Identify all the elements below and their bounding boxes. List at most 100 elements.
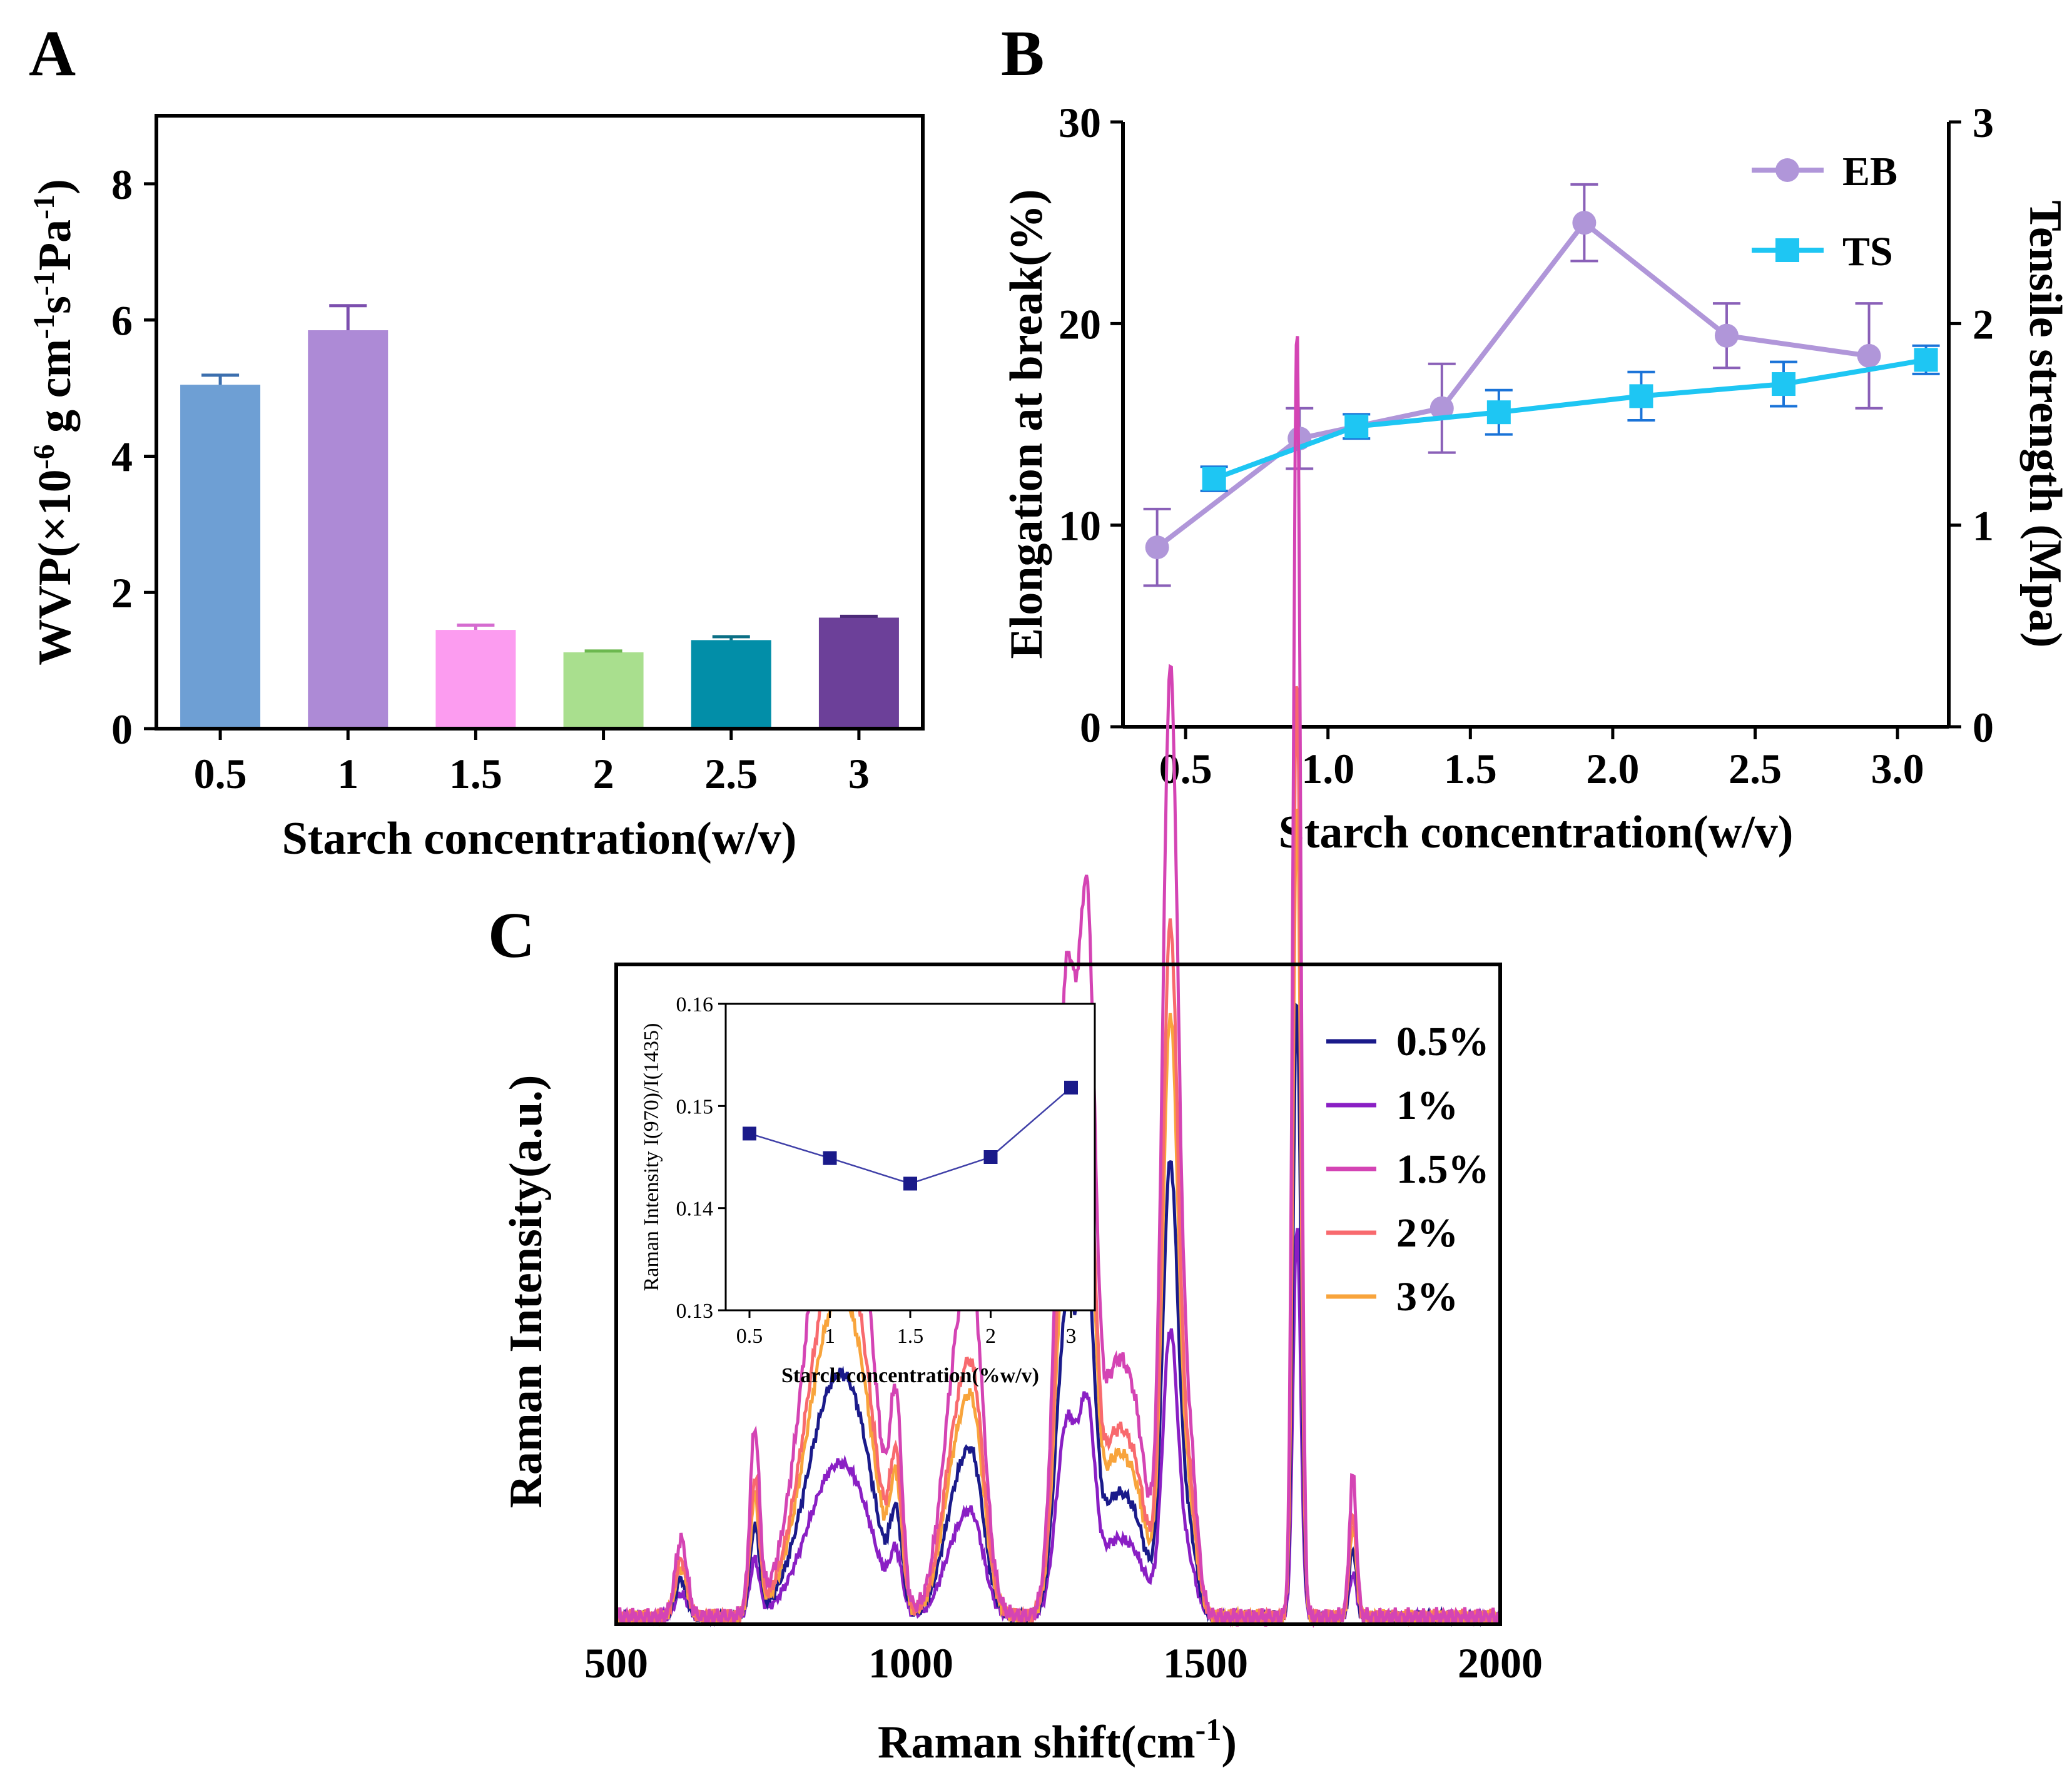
ts-point-4 (1772, 372, 1795, 397)
eb-point-4 (1714, 323, 1739, 348)
inset-x-tick-label-1.5: 1.5 (897, 1325, 924, 1348)
chart-c-raman: 500 1000 1500 2000 0.5% 1% 1.5% 2% 3% Raman shi… (500, 336, 1543, 1768)
y-tick-label-8: 8 (111, 161, 133, 208)
bar-0.5 (180, 385, 261, 729)
c-x-title-main: Raman shift(cm (878, 1717, 1196, 1768)
x-tick-label-2000: 2000 (1458, 1639, 1543, 1687)
legend-label-3%: 3% (1396, 1274, 1458, 1320)
y-title-exp-2: -1 (28, 314, 61, 339)
y-title-part-1: WVP(×10 (29, 469, 81, 665)
legend-eb-label: EB (1842, 149, 1897, 195)
c-x-title-exp: -1 (1196, 1712, 1222, 1747)
chart-c-y-axis-title: Raman Intensity(a.u.) (500, 1075, 552, 1509)
y-title-exp-3: -1 (28, 271, 61, 296)
panel-label-a: A (29, 18, 76, 89)
chart-a-y-axis-title: WVP(×10-6 g cm-1s-1Pa-1) (28, 179, 81, 665)
legend-label-1.5%: 1.5% (1396, 1146, 1490, 1192)
legend-label-2%: 2% (1396, 1210, 1458, 1256)
legend-ts-label: TS (1842, 229, 1893, 275)
spectrum-1% (614, 1228, 1502, 1627)
inset-series (743, 1080, 1078, 1191)
bar-3 (818, 617, 899, 729)
x-tick-label-3: 3 (848, 750, 870, 797)
inset-x-ticks: 0.5 1 1.5 2 3 (736, 1310, 1077, 1348)
y-title-part-3: s (29, 296, 81, 314)
chart-c-legend: 0.5% 1% 1.5% 2% 3% (1326, 1019, 1490, 1320)
chart-c-frame (614, 963, 1502, 1626)
eb-point-5 (1857, 343, 1881, 368)
chart-b-right-axis-title: Tensile strength (Mpa) (2019, 200, 2071, 647)
chart-a-x-axis-title: Starch concentration(w/v) (282, 813, 797, 864)
right-tick-label-1: 1 (1973, 502, 1994, 550)
right-tick-label-3: 3 (1973, 99, 1994, 146)
ts-point-3 (1629, 384, 1653, 408)
y-tick-label-2: 2 (111, 569, 133, 617)
ts-point-0 (1202, 467, 1226, 491)
inset-x-tick-label-2: 2 (985, 1325, 996, 1348)
ts-point-5 (1914, 348, 1938, 372)
chart-b-left-axis-title: Elongation at break(%) (1001, 189, 1052, 659)
inset-point-0.5 (743, 1126, 756, 1141)
y-tick-label-0: 0 (111, 705, 133, 753)
chart-a-frame (155, 114, 925, 731)
chart-b-legend: EB TS (1752, 149, 1897, 275)
chart-c-x-ticks: 500 1000 1500 2000 (584, 1639, 1543, 1687)
inset-y-axis-title: Raman Intensity I(970)/I(1435) (640, 1023, 663, 1292)
inset-x-tick-label-1: 1 (825, 1325, 835, 1348)
chart-b-left-ticks: 0 10 20 30 (1059, 99, 1123, 751)
x-tick-label-0.5: 0.5 (194, 750, 247, 797)
inset-point-3 (1064, 1080, 1078, 1095)
x-tick-label-3.0: 3.0 (1871, 745, 1924, 792)
inset-y-tick-label-0.14: 0.14 (676, 1198, 714, 1221)
inset-x-tick-label-3: 3 (1066, 1325, 1077, 1348)
x-tick-label-2: 2 (593, 750, 614, 797)
bar-1 (308, 330, 388, 729)
left-tick-label-0: 0 (1080, 704, 1101, 751)
y-title-part-4: Pa (29, 220, 81, 271)
y-title-part-2: g cm (29, 339, 81, 445)
x-tick-label-2.5: 2.5 (704, 750, 758, 797)
right-tick-label-2: 2 (1973, 300, 1994, 348)
x-tick-label-500: 500 (584, 1639, 648, 1687)
x-tick-label-2.5: 2.5 (1729, 745, 1782, 792)
inset-point-1 (823, 1151, 837, 1165)
chart-a-x-ticks: 0.5 1 1.5 2 2.5 3 (194, 729, 870, 797)
panel-label-b: B (1001, 18, 1044, 89)
y-title-exp-1: -6 (28, 444, 61, 469)
inset-y-ticks: 0.13 0.14 0.15 0.16 (676, 993, 726, 1323)
chart-a-y-ticks: 0 2 4 6 8 (111, 161, 156, 753)
eb-point-0 (1145, 535, 1169, 560)
chart-b-right-ticks: 0 1 2 3 (1949, 99, 1994, 751)
bar-2 (563, 652, 644, 729)
y-tick-label-4: 4 (111, 433, 133, 480)
x-tick-label-1: 1 (337, 750, 358, 797)
x-tick-label-1.5: 1.5 (1444, 745, 1497, 792)
legend-ts-marker (1775, 238, 1799, 262)
chart-b-x-ticks: 0.5 1.0 1.5 2.0 2.5 3.0 (1159, 727, 1924, 792)
inset-x-tick-label-0.5: 0.5 (736, 1325, 763, 1348)
bar-2.5 (691, 640, 771, 729)
series-ts-line (1213, 357, 1927, 482)
inset-point-1.5 (903, 1176, 917, 1191)
left-tick-label-10: 10 (1059, 502, 1101, 550)
inset-y-tick-label-0.16: 0.16 (676, 993, 714, 1016)
x-tick-label-1.5: 1.5 (449, 750, 502, 797)
ts-point-1 (1344, 414, 1369, 438)
x-tick-label-1.0: 1.0 (1301, 745, 1354, 792)
c-x-title-end: ) (1221, 1717, 1237, 1768)
panel-label-c: C (488, 899, 535, 971)
inset-x-axis-title: Starch concentration(%w/v) (781, 1364, 1039, 1387)
inset-point-2 (983, 1150, 998, 1164)
bar-1.5 (435, 630, 516, 729)
left-tick-label-30: 30 (1059, 99, 1101, 146)
x-tick-label-2.0: 2.0 (1586, 745, 1639, 792)
left-tick-label-20: 20 (1059, 300, 1101, 348)
legend-eb-marker (1775, 158, 1799, 182)
chart-c-inset: 0.13 0.14 0.15 0.16 0.5 1 1.5 2 3 Starch concen… (640, 993, 1096, 1387)
y-title-exp-4: -1 (28, 195, 61, 220)
chart-b-x-axis-title: Starch concentration(w/v) (1279, 807, 1794, 858)
inset-y-tick-label-0.15: 0.15 (676, 1095, 714, 1118)
x-tick-label-1000: 1000 (868, 1639, 953, 1687)
